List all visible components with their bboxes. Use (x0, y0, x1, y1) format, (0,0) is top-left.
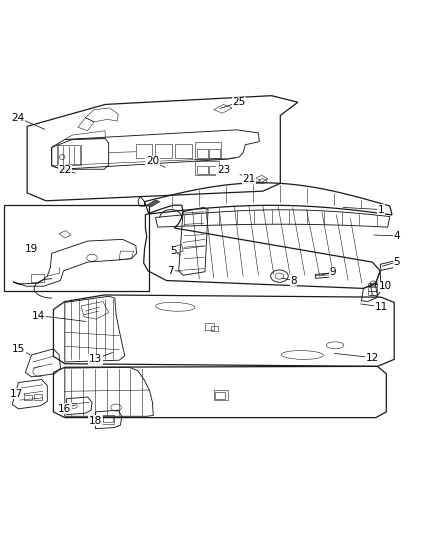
Text: 7: 7 (167, 266, 174, 276)
Text: 14: 14 (32, 311, 45, 320)
Bar (136, 144, 152, 158)
Text: 17: 17 (10, 389, 23, 399)
Bar (197, 166, 208, 174)
Bar (214, 391, 228, 400)
Bar (195, 160, 219, 174)
Text: 4: 4 (393, 231, 400, 241)
Bar (195, 142, 221, 159)
Text: 22: 22 (58, 165, 71, 175)
Bar (57, 145, 81, 165)
Text: 5: 5 (393, 257, 400, 267)
Bar (34, 394, 42, 400)
Text: 20: 20 (146, 156, 159, 166)
Text: 5: 5 (170, 246, 177, 256)
Text: 11: 11 (374, 302, 388, 312)
Bar (368, 292, 377, 295)
Bar (24, 395, 32, 400)
Bar (209, 149, 220, 158)
Bar (4, 205, 149, 290)
Text: 21: 21 (242, 174, 255, 184)
Text: 12: 12 (366, 353, 379, 362)
Bar (215, 392, 225, 399)
Text: 19: 19 (25, 244, 38, 254)
Bar (175, 144, 192, 158)
Bar (368, 282, 377, 286)
Text: 16: 16 (58, 404, 71, 414)
Bar (100, 415, 114, 424)
Bar (209, 166, 218, 174)
Bar (368, 287, 377, 290)
Bar (197, 149, 208, 158)
Text: 23: 23 (217, 165, 230, 175)
Text: 10: 10 (379, 281, 392, 291)
Text: 25: 25 (232, 97, 245, 107)
Bar (211, 326, 218, 332)
Text: 24: 24 (11, 112, 24, 123)
Text: 18: 18 (89, 416, 102, 426)
Bar (155, 144, 172, 158)
Bar (103, 417, 113, 423)
Text: 13: 13 (89, 354, 102, 365)
Polygon shape (147, 200, 160, 207)
Bar (205, 324, 214, 330)
Text: 8: 8 (290, 276, 297, 286)
Bar (31, 274, 44, 282)
Text: 9: 9 (329, 267, 336, 277)
Text: 15: 15 (12, 344, 25, 354)
Text: 1: 1 (378, 205, 385, 215)
